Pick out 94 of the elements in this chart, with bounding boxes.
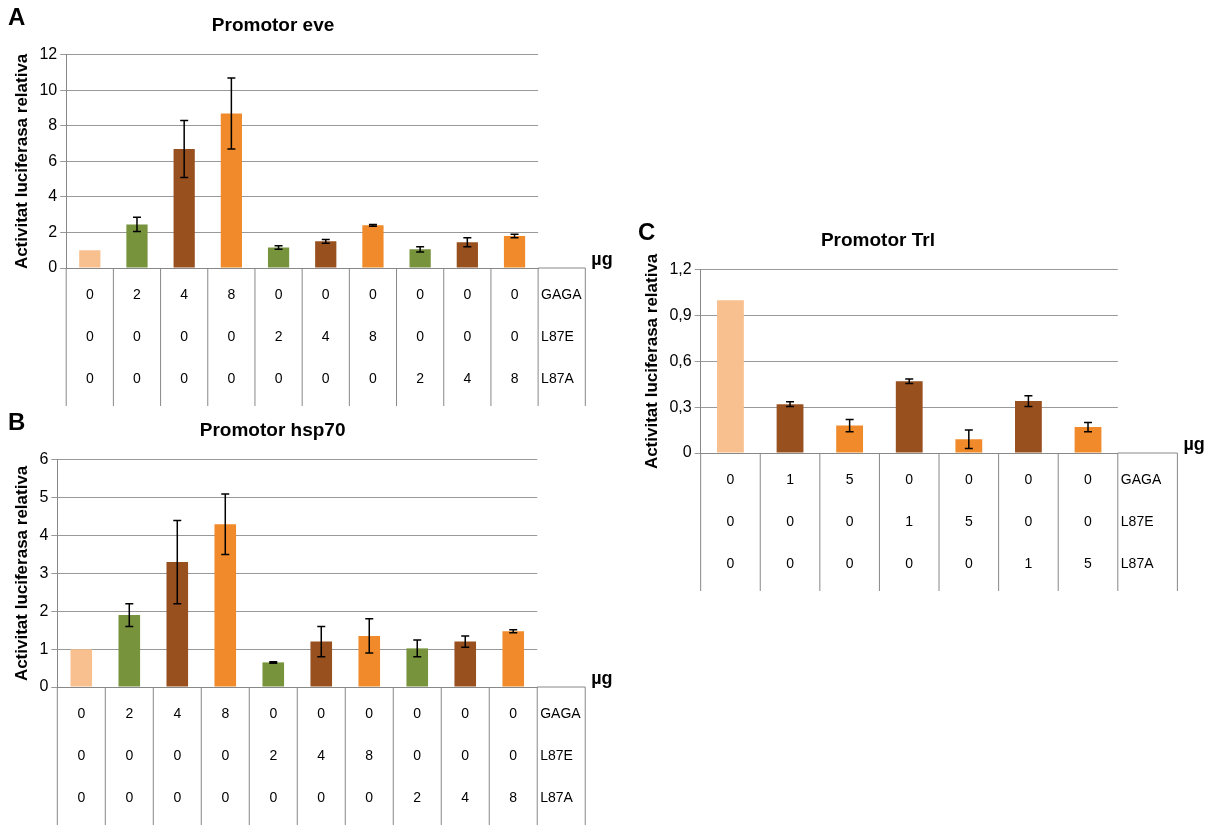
- text: µg: [1183, 433, 1205, 454]
- bar: [310, 641, 333, 687]
- y-tick-label: 8: [48, 116, 58, 134]
- bar: [456, 242, 478, 268]
- bar: [1074, 427, 1102, 453]
- y-axis-title: Activitat luciferasa relativa: [641, 253, 661, 470]
- category-label: 4 0 0: [173, 704, 182, 805]
- y-tick-label: 0,9: [669, 306, 692, 324]
- y-tick-label: 6: [48, 151, 58, 169]
- y-tick-label: 1,2: [669, 260, 692, 278]
- y-axis-title: Activitat luciferasa relativa: [11, 53, 31, 270]
- category-label: 0 0 4: [461, 704, 470, 805]
- bar: [503, 236, 526, 268]
- category-label: 0 0 8: [509, 704, 518, 805]
- bar: [220, 113, 242, 268]
- text: L87A: [540, 788, 574, 805]
- bar: [1015, 401, 1042, 453]
- category-label: 0 0 1: [1024, 470, 1033, 571]
- category-label: 0 0 0: [726, 470, 735, 571]
- category-label: 0 0 0: [77, 704, 86, 805]
- y-tick-label: 10: [39, 80, 58, 98]
- category-label: 8 0 0: [227, 285, 236, 386]
- y-tick-label: 0,3: [669, 397, 692, 415]
- bar: [454, 641, 477, 687]
- category-label: 1 0 0: [786, 470, 794, 571]
- text: µg: [591, 248, 613, 269]
- category-label: 0 8 0: [369, 285, 377, 386]
- bar: [214, 524, 237, 687]
- y-tick-label: 4: [48, 187, 58, 205]
- category-label: 0 0 4: [463, 285, 472, 386]
- bar: [955, 439, 983, 453]
- category-label: 0 4 0: [317, 704, 326, 805]
- y-tick-label: 2: [48, 222, 58, 240]
- category-label: 0 5 0: [964, 470, 973, 571]
- bar: [895, 381, 923, 453]
- bar: [409, 249, 431, 268]
- category-label: 0 4 0: [321, 285, 330, 386]
- category-label: 0 0 0: [85, 285, 94, 386]
- category-label: 2 0 0: [133, 285, 141, 386]
- chart-title: Promotor Trl: [820, 228, 935, 250]
- y-tick-label: 1: [39, 639, 49, 657]
- bar: [406, 648, 429, 687]
- y-tick-label: 0: [48, 258, 58, 276]
- bar: [358, 635, 381, 687]
- bar: [776, 404, 804, 453]
- bar: [362, 225, 384, 268]
- text: L87E: [1120, 512, 1154, 529]
- y-tick-label: 0,6: [669, 351, 692, 369]
- y-tick-label: 4: [39, 525, 49, 543]
- text: A: [8, 2, 26, 30]
- text: L87A: [541, 369, 575, 386]
- bar: [166, 562, 189, 687]
- category-label: 8 0 0: [221, 704, 230, 805]
- y-tick-label: 2: [39, 601, 49, 619]
- text: C: [638, 217, 656, 245]
- category-label: 0 2 0: [274, 285, 283, 386]
- bar: [267, 247, 290, 268]
- category-label: 0 8 0: [365, 704, 374, 805]
- text: GAGA: [1120, 470, 1162, 487]
- bar: [502, 631, 525, 687]
- text: µg: [591, 667, 613, 688]
- bar: [126, 224, 148, 268]
- category-label: 5 0 0: [845, 470, 854, 571]
- bar: [262, 662, 285, 687]
- text: B: [8, 407, 26, 435]
- category-label: 2 0 0: [125, 704, 134, 805]
- category-label: 0 2 0: [269, 704, 278, 805]
- category-label: 0 0 2: [416, 285, 425, 386]
- chart-title: Promotor hsp70: [199, 418, 346, 440]
- category-label: 0 0 2: [413, 704, 422, 805]
- bar: [836, 425, 864, 453]
- category-label: 4 0 0: [180, 285, 189, 386]
- y-tick-label: 6: [39, 450, 49, 468]
- text: L87E: [541, 327, 574, 344]
- y-tick-label: 0: [39, 677, 49, 695]
- bar: [70, 649, 93, 687]
- bar: [717, 300, 744, 453]
- category-label: 0 0 8: [510, 285, 519, 386]
- bar: [315, 241, 337, 268]
- bar: [173, 148, 195, 268]
- y-tick-label: 0: [682, 443, 692, 461]
- y-tick-label: 3: [39, 563, 49, 581]
- text: GAGA: [541, 285, 583, 302]
- text: GAGA: [540, 704, 582, 721]
- y-tick-label: 12: [39, 45, 58, 63]
- y-axis-title: Activitat luciferasa relativa: [11, 465, 31, 682]
- text: L87E: [540, 746, 573, 763]
- y-tick-label: 5: [39, 488, 49, 506]
- bar: [79, 250, 101, 268]
- text: L87A: [1120, 554, 1155, 571]
- category-label: 0 1 0: [905, 470, 914, 571]
- category-label: 0 0 5: [1084, 470, 1092, 571]
- chart-title: Promotor eve: [211, 13, 335, 35]
- bar: [118, 615, 141, 687]
